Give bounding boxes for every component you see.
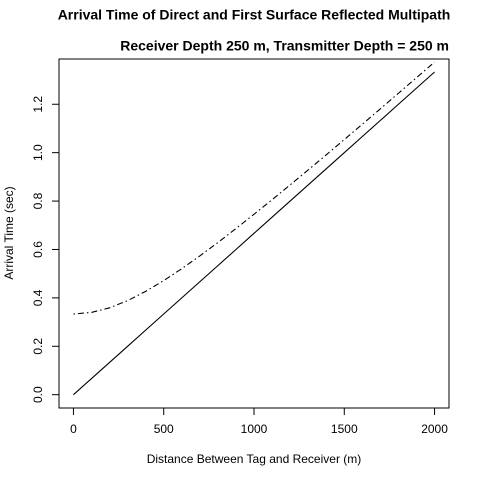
chart-title: Arrival Time of Direct and First Surface… xyxy=(58,7,451,23)
x-tick-label: 1500 xyxy=(331,422,358,436)
x-tick-label: 0 xyxy=(70,422,77,436)
chart-subtitle: Receiver Depth 250 m, Transmitter Depth … xyxy=(120,38,449,54)
y-tick-label: 1.0 xyxy=(31,144,45,161)
y-tick-label: 0.0 xyxy=(31,386,45,403)
series-line xyxy=(73,71,435,396)
y-tick-label: 1.2 xyxy=(31,96,45,113)
x-tick-label: 500 xyxy=(154,422,174,436)
y-axis-label: Arrival Time (sec) xyxy=(2,186,16,279)
x-tick-label: 2000 xyxy=(421,422,448,436)
x-tick-label: 1000 xyxy=(241,422,268,436)
y-tick-label: 0.2 xyxy=(31,338,45,355)
series-line xyxy=(73,61,435,315)
x-axis-label: Distance Between Tag and Receiver (m) xyxy=(147,452,362,466)
y-tick-label: 0.4 xyxy=(31,289,45,306)
y-tick-label: 0.6 xyxy=(31,241,45,258)
y-tick-label: 0.8 xyxy=(31,192,45,209)
